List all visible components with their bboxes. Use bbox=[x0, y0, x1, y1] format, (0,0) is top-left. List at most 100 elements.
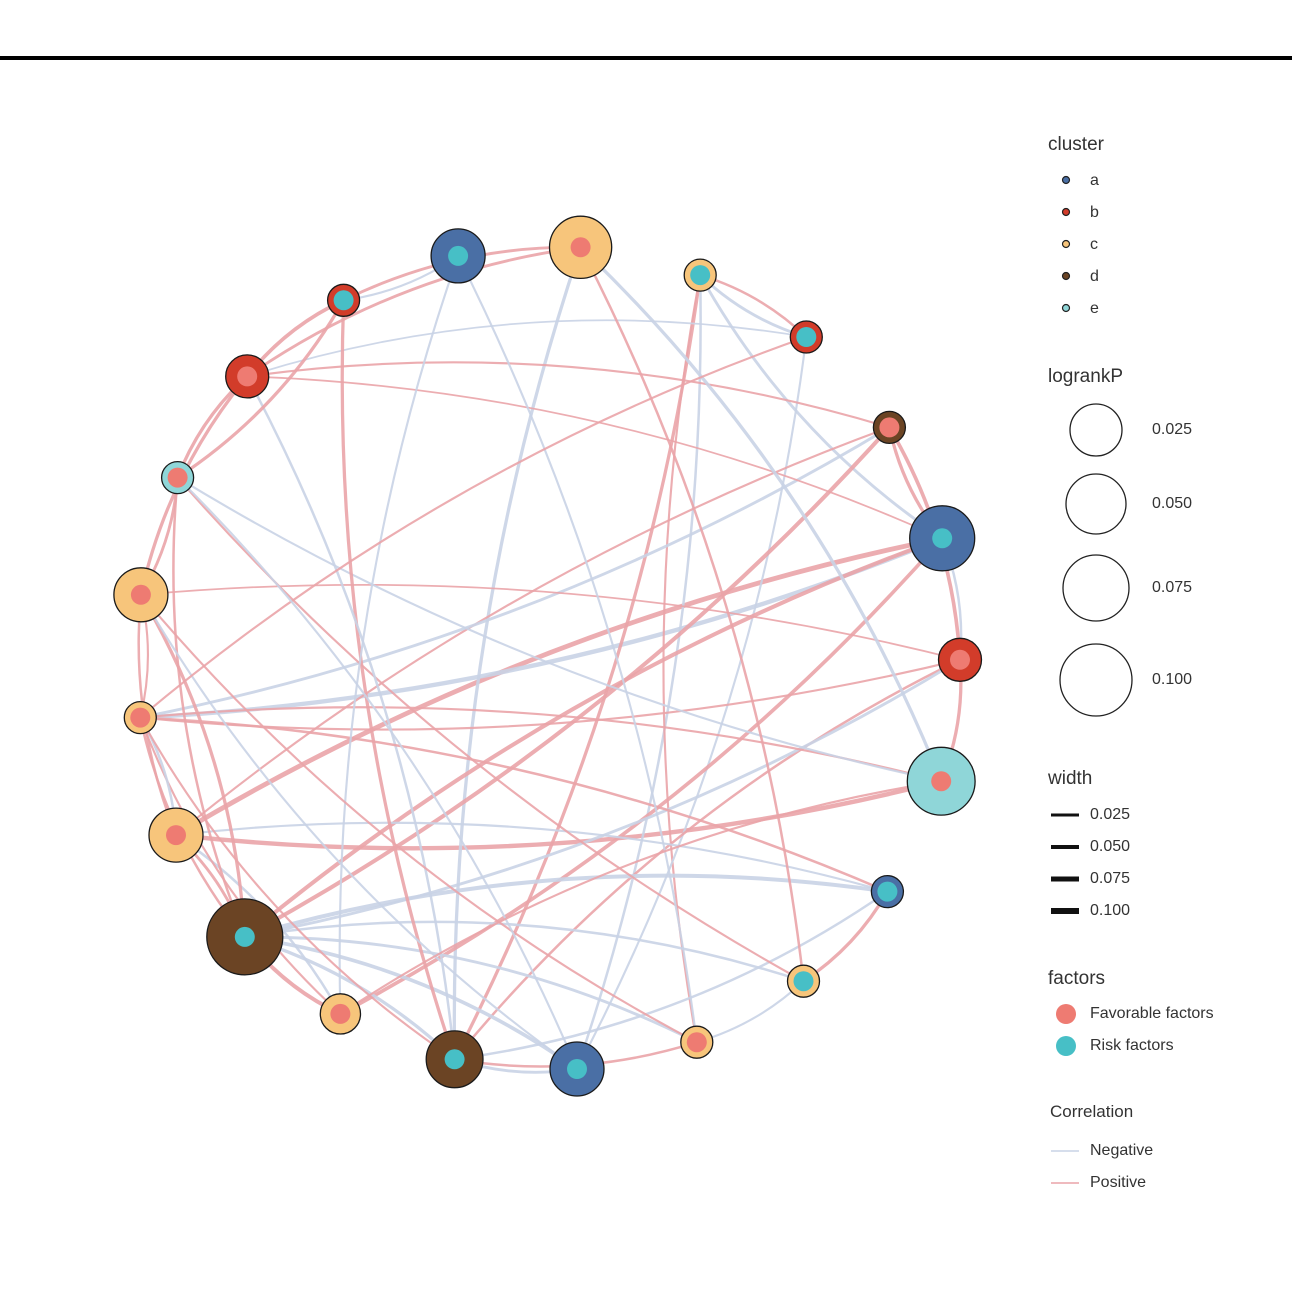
edge-8-12 bbox=[454, 890, 889, 1061]
legend-width-label-1: 0.025 bbox=[1090, 806, 1131, 823]
node-15 bbox=[148, 807, 204, 863]
edge-1-9 bbox=[579, 246, 805, 982]
node-14 bbox=[206, 898, 284, 976]
node-8 bbox=[870, 874, 905, 909]
node-16-factor-dot bbox=[130, 707, 151, 728]
node-8-factor-dot bbox=[877, 881, 898, 902]
edge-5-19 bbox=[247, 375, 943, 540]
legend-cluster-label-e: e bbox=[1090, 300, 1099, 317]
node-2-factor-dot bbox=[690, 265, 711, 286]
legend-cluster-label-d: d bbox=[1090, 268, 1099, 285]
edge-12-20 bbox=[340, 300, 457, 1060]
legend-cluster-key-e bbox=[1061, 303, 1071, 313]
legend-factors-title: factors bbox=[1048, 968, 1106, 989]
legend-cluster-key-a bbox=[1061, 175, 1071, 185]
node-19 bbox=[225, 354, 270, 399]
legend-factor-favorable-dot bbox=[1056, 1004, 1076, 1024]
node-5-factor-dot bbox=[932, 528, 953, 549]
node-18 bbox=[160, 460, 195, 495]
edge-10-14 bbox=[244, 935, 698, 1044]
node-5 bbox=[909, 505, 976, 572]
node-layer bbox=[113, 215, 983, 1097]
legend-factors-keys bbox=[1056, 1004, 1076, 1056]
legend-cluster-key-c bbox=[1061, 239, 1071, 249]
edge-4-19 bbox=[247, 361, 890, 429]
legend-size-0.100 bbox=[1059, 643, 1133, 717]
legend-cluster-label-c: c bbox=[1090, 236, 1098, 253]
node-2 bbox=[683, 258, 717, 292]
legend-correlation-keys bbox=[1051, 1150, 1079, 1184]
legend-logrankp-label-2: 0.050 bbox=[1152, 495, 1193, 512]
edge-7-1 bbox=[579, 246, 943, 782]
legend-cluster-label-a: a bbox=[1090, 172, 1099, 189]
legend-factor-favorable-label: Favorable factors bbox=[1090, 1005, 1214, 1022]
edge-2-3 bbox=[699, 274, 807, 339]
node-0-factor-dot bbox=[448, 245, 469, 266]
edge-9-10 bbox=[696, 980, 805, 1044]
node-0 bbox=[430, 228, 486, 284]
legend-width-title: width bbox=[1048, 768, 1093, 789]
node-6-factor-dot bbox=[950, 649, 970, 670]
legend-correlation-title: Correlation bbox=[1050, 1102, 1134, 1121]
node-10-factor-dot bbox=[686, 1032, 707, 1053]
legend-cluster-label-b: b bbox=[1090, 204, 1099, 221]
legend-cluster-key-b bbox=[1061, 207, 1071, 217]
node-1 bbox=[548, 215, 613, 280]
node-14-factor-dot bbox=[234, 926, 255, 947]
node-6 bbox=[937, 637, 983, 682]
node-15-factor-dot bbox=[166, 825, 186, 846]
legend-width-keys bbox=[1051, 813, 1079, 914]
edge-14-17 bbox=[139, 593, 247, 937]
edge-11-18 bbox=[176, 476, 578, 1070]
legend-factor-risk-label: Risk factors bbox=[1090, 1037, 1174, 1054]
edge-2-5 bbox=[698, 274, 944, 540]
node-3-factor-dot bbox=[796, 327, 817, 347]
node-4 bbox=[872, 410, 907, 445]
edge-15-7 bbox=[175, 779, 942, 851]
edge-17-11 bbox=[139, 594, 578, 1070]
node-20-factor-dot bbox=[333, 290, 354, 311]
node-11-factor-dot bbox=[567, 1059, 587, 1079]
node-1-factor-dot bbox=[570, 237, 591, 258]
edge-1-19 bbox=[246, 245, 581, 378]
edge-9-18 bbox=[176, 476, 805, 983]
node-17 bbox=[113, 567, 169, 623]
edge-12-16 bbox=[139, 717, 456, 1061]
legend-cluster-title: cluster bbox=[1048, 134, 1104, 155]
legend-logrankp-label-3: 0.075 bbox=[1152, 579, 1193, 596]
network-graph bbox=[113, 215, 983, 1097]
legend-width-label-2: 0.050 bbox=[1090, 838, 1131, 855]
legend-cluster-keys bbox=[1061, 175, 1071, 313]
node-19-factor-dot bbox=[237, 366, 258, 387]
edge-6-17 bbox=[140, 583, 961, 661]
legend-logrankp-title: logrankP bbox=[1048, 366, 1123, 387]
edge-0-10 bbox=[457, 255, 698, 1043]
node-7-factor-dot bbox=[931, 771, 952, 792]
edge-3-11 bbox=[576, 336, 808, 1070]
node-13 bbox=[319, 993, 362, 1035]
node-20 bbox=[326, 283, 361, 317]
legend-factor-risk-dot bbox=[1056, 1036, 1076, 1056]
node-9 bbox=[786, 964, 821, 998]
edge-12-19 bbox=[246, 375, 456, 1060]
edge-14-18 bbox=[172, 477, 246, 938]
legend-size-0.050 bbox=[1065, 473, 1127, 535]
edge-10-17 bbox=[140, 594, 698, 1044]
node-17-factor-dot bbox=[130, 584, 151, 605]
edge-2-3 bbox=[699, 273, 808, 338]
legend-logrankp-label-1: 0.025 bbox=[1152, 421, 1193, 438]
legend-width-label-4: 0.100 bbox=[1090, 902, 1131, 919]
legend-correlation-positive-label: Positive bbox=[1090, 1174, 1147, 1191]
edge-3-19 bbox=[246, 319, 807, 378]
edge-4-14 bbox=[243, 426, 891, 939]
edge-6-14 bbox=[244, 658, 961, 939]
node-12 bbox=[425, 1030, 484, 1089]
legend-correlation-negative-label: Negative bbox=[1090, 1142, 1154, 1159]
node-12-factor-dot bbox=[444, 1049, 465, 1070]
node-11 bbox=[549, 1041, 605, 1097]
edge-6-12 bbox=[453, 658, 961, 1061]
edge-5-14 bbox=[243, 536, 943, 939]
edge-3-16 bbox=[139, 335, 807, 719]
node-9-factor-dot bbox=[793, 971, 814, 992]
legend-logrankp-keys bbox=[1059, 403, 1133, 717]
